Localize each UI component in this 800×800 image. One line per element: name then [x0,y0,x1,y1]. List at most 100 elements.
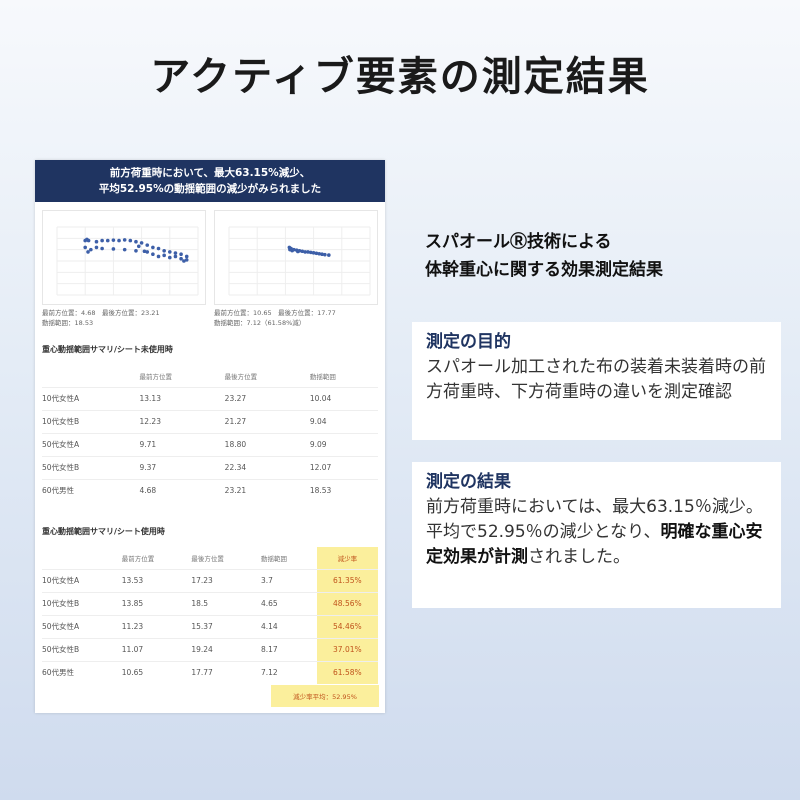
table-cell: 9.37 [139,455,225,479]
data-point [145,250,150,254]
table-cell: 13.85 [121,591,192,615]
emphasis: 測 [511,547,528,567]
table-row: 50代女性B 11.07 19.24 8.17 37.01% [42,637,378,661]
data-point [151,245,155,250]
table-cell: 12.07 [309,455,378,479]
purpose-text: スパオール加工された布の装着未装着時の前方荷重時、下方荷重時の違いを測定確認 [426,357,766,402]
chart-note: 最前方位置：10.65 最後方位置：17.77 動揺範囲：7.12（61.58%減… [214,308,378,328]
data-point [145,243,150,247]
note: 動揺範囲：18.53 [42,319,94,327]
data-point [94,245,99,250]
scatter-plot [56,226,199,296]
table-unused: 最前方位置 最後方位置 動揺範囲 10代女性A 13.13 23.27 10.04 10代女性… [42,365,378,502]
column-header: 最後方位置 [191,554,224,563]
table-cell: 4.68 [139,478,225,502]
table-cell: 10代女性A [42,568,122,592]
chart-unused [42,210,206,305]
table-cell: 18.80 [224,432,310,456]
table-cell: 9.09 [309,432,378,456]
result-box: 測定の結果 前方荷重時においては、最大63.15％減少。平均で52.95％の減少… [412,462,781,608]
table-row: 10代女性A 13.13 23.27 10.04 [42,386,378,410]
purpose-box: 測定の目的 スパオール加工された布の装着未装着時の前方荷重時、下方荷重時の違いを… [412,322,781,440]
table-cell: 60代男性 [42,660,122,684]
data-point [306,250,310,254]
header-row: 最前方位置 最後方位置 動揺範囲 [42,365,378,387]
table-cell: 4.65 [260,591,317,615]
subtitle: スパオールⓇ技術による 体幹重心に関する効果測定結果 [425,228,663,284]
column-header: 最前方位置 [121,554,155,563]
table-cell: 18.5 [191,591,261,615]
table-cell: 10代女性A [42,386,140,410]
data-point [156,246,161,251]
table-cell: 61.58% [316,660,378,684]
table-cell: 13.13 [139,386,225,410]
data-point [151,252,155,256]
data-point [134,239,138,244]
data-point [168,255,172,260]
data-point [300,249,305,254]
table-cell: 61.35% [316,568,378,592]
table-cell: 3.7 [260,568,317,592]
header-line: 平均52.95%の動揺範囲の減少がみられました [98,183,322,195]
purpose-heading: 測定の目的 [426,332,511,352]
text: されました。 [528,547,630,567]
data-point [314,251,319,256]
page-title: アクティブ要素の測定結果 [150,54,650,100]
note: 最前方位置：4.68 最後方位置：23.21 [42,309,160,317]
data-point [168,250,172,254]
data-point [83,245,87,250]
card-header: 前方荷重時において、最大63.15%減少、 平均52.95%の動揺範囲の減少がみ… [35,160,385,202]
data-point [303,250,307,254]
emphasis: 明確な重心安定効果が計 [426,522,763,567]
data-point [162,253,166,258]
table-row: 50代女性A 9.71 18.80 9.09 [42,432,378,456]
data-point [297,249,302,253]
table-cell: 10.04 [309,386,378,410]
column-header: 動揺範囲 [309,372,336,381]
table-cell: 19.24 [191,637,261,661]
table-row: 10代女性A 13.53 17.23 3.7 61.35% [42,568,378,592]
table-cell: 4.14 [260,614,317,638]
data-point [327,253,331,257]
table-cell: 10.65 [121,660,192,684]
chart-used [214,210,378,305]
table-cell: 23.27 [224,386,310,410]
data-point [173,251,178,255]
data-point [105,238,110,243]
subtitle-line: 体幹重心に関する効果測定結果 [425,260,663,280]
data-point [89,247,93,252]
data-point [142,249,147,254]
table-cell: 11.07 [121,637,192,661]
table-cell: 22.34 [224,455,310,479]
table-cell: 50代女性B [42,455,140,479]
table-row: 10代女性B 13.85 18.5 4.65 48.56% [42,591,378,615]
table-cell: 8.17 [260,637,317,661]
table-cell: 15.37 [191,614,261,638]
table-cell: 9.71 [139,432,225,456]
data-point [184,258,189,262]
header-row: 最前方位置 最後方位置 動揺範囲 減少率 [42,547,378,569]
table2-title: 重心動揺範囲サマリ/シート使用時 [42,527,165,536]
note: 最前方位置：10.65 最後方位置：17.77 [214,309,336,317]
data-point [139,241,144,245]
results-card: 前方荷重時において、最大63.15%減少、 平均52.95%の動揺範囲の減少がみ… [35,160,385,713]
data-point [317,251,322,256]
table-cell: 17.23 [191,568,261,592]
data-point [122,247,127,252]
data-point [308,250,313,255]
table-cell: 48.56% [316,591,378,615]
header-line: 前方荷重時において、最大63.15%減少、 [109,167,311,179]
data-point [292,247,296,252]
data-point [311,251,316,255]
data-point [184,254,189,259]
table-cell: 10代女性B [42,409,140,433]
column-header: 最前方位置 [139,372,173,381]
data-point [173,254,178,259]
column-header: 最後方位置 [224,372,258,381]
data-point [323,252,327,257]
table-used: 最前方位置 最後方位置 動揺範囲 減少率 10代女性A 13.53 17.23 3.7 61.3… [42,547,378,684]
text: 前方荷重時においては、最大63.15％減少。平均で52.95％の減少となり、 [426,497,763,542]
column-header [42,365,140,387]
data-point [134,249,138,253]
table-cell: 54.46% [316,614,378,638]
